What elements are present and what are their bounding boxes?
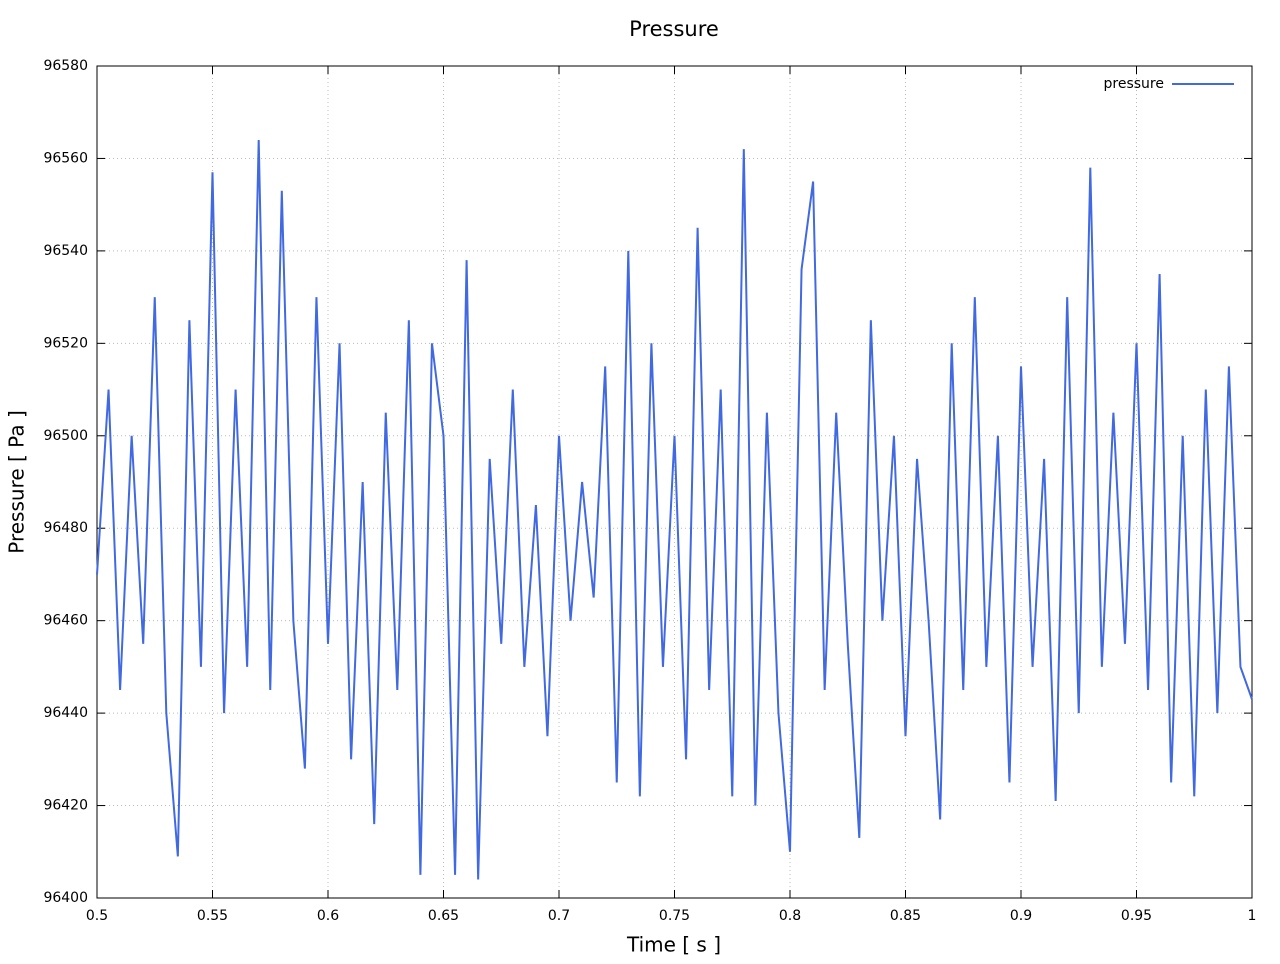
y-tick-label: 96400 (43, 890, 88, 906)
y-tick-label: 96560 (43, 150, 88, 166)
y-tick-label: 96420 (43, 798, 88, 814)
x-tick-label: 0.8 (779, 908, 801, 924)
legend-label: pressure (1104, 76, 1164, 92)
y-tick-label: 96440 (43, 705, 88, 721)
y-tick-label: 96540 (43, 243, 88, 259)
data-line (96, 139, 1253, 880)
x-tick-label: 0.85 (890, 908, 921, 924)
x-tick-label: 0.5 (86, 908, 108, 924)
x-tick-label: 0.9 (1010, 908, 1032, 924)
y-tick-label: 96480 (43, 520, 88, 536)
x-tick-label: 0.55 (197, 908, 228, 924)
x-tick-label: 0.65 (428, 908, 459, 924)
x-axis-label: Time [ s ] (626, 933, 721, 957)
x-tick-label: 0.75 (659, 908, 690, 924)
y-axis-label: Pressure [ Pa ] (5, 410, 29, 554)
x-tick-label: 0.95 (1121, 908, 1152, 924)
y-tick-label: 96460 (43, 613, 88, 629)
y-tick-label: 96580 (43, 58, 88, 74)
x-tick-label: 0.6 (317, 908, 339, 924)
y-tick-label: 96520 (43, 335, 88, 351)
chart-title: Pressure (629, 17, 719, 41)
y-tick-label: 96500 (43, 428, 88, 444)
x-tick-label: 1 (1248, 908, 1257, 924)
x-tick-label: 0.7 (548, 908, 570, 924)
plot-frame (96, 65, 1253, 899)
